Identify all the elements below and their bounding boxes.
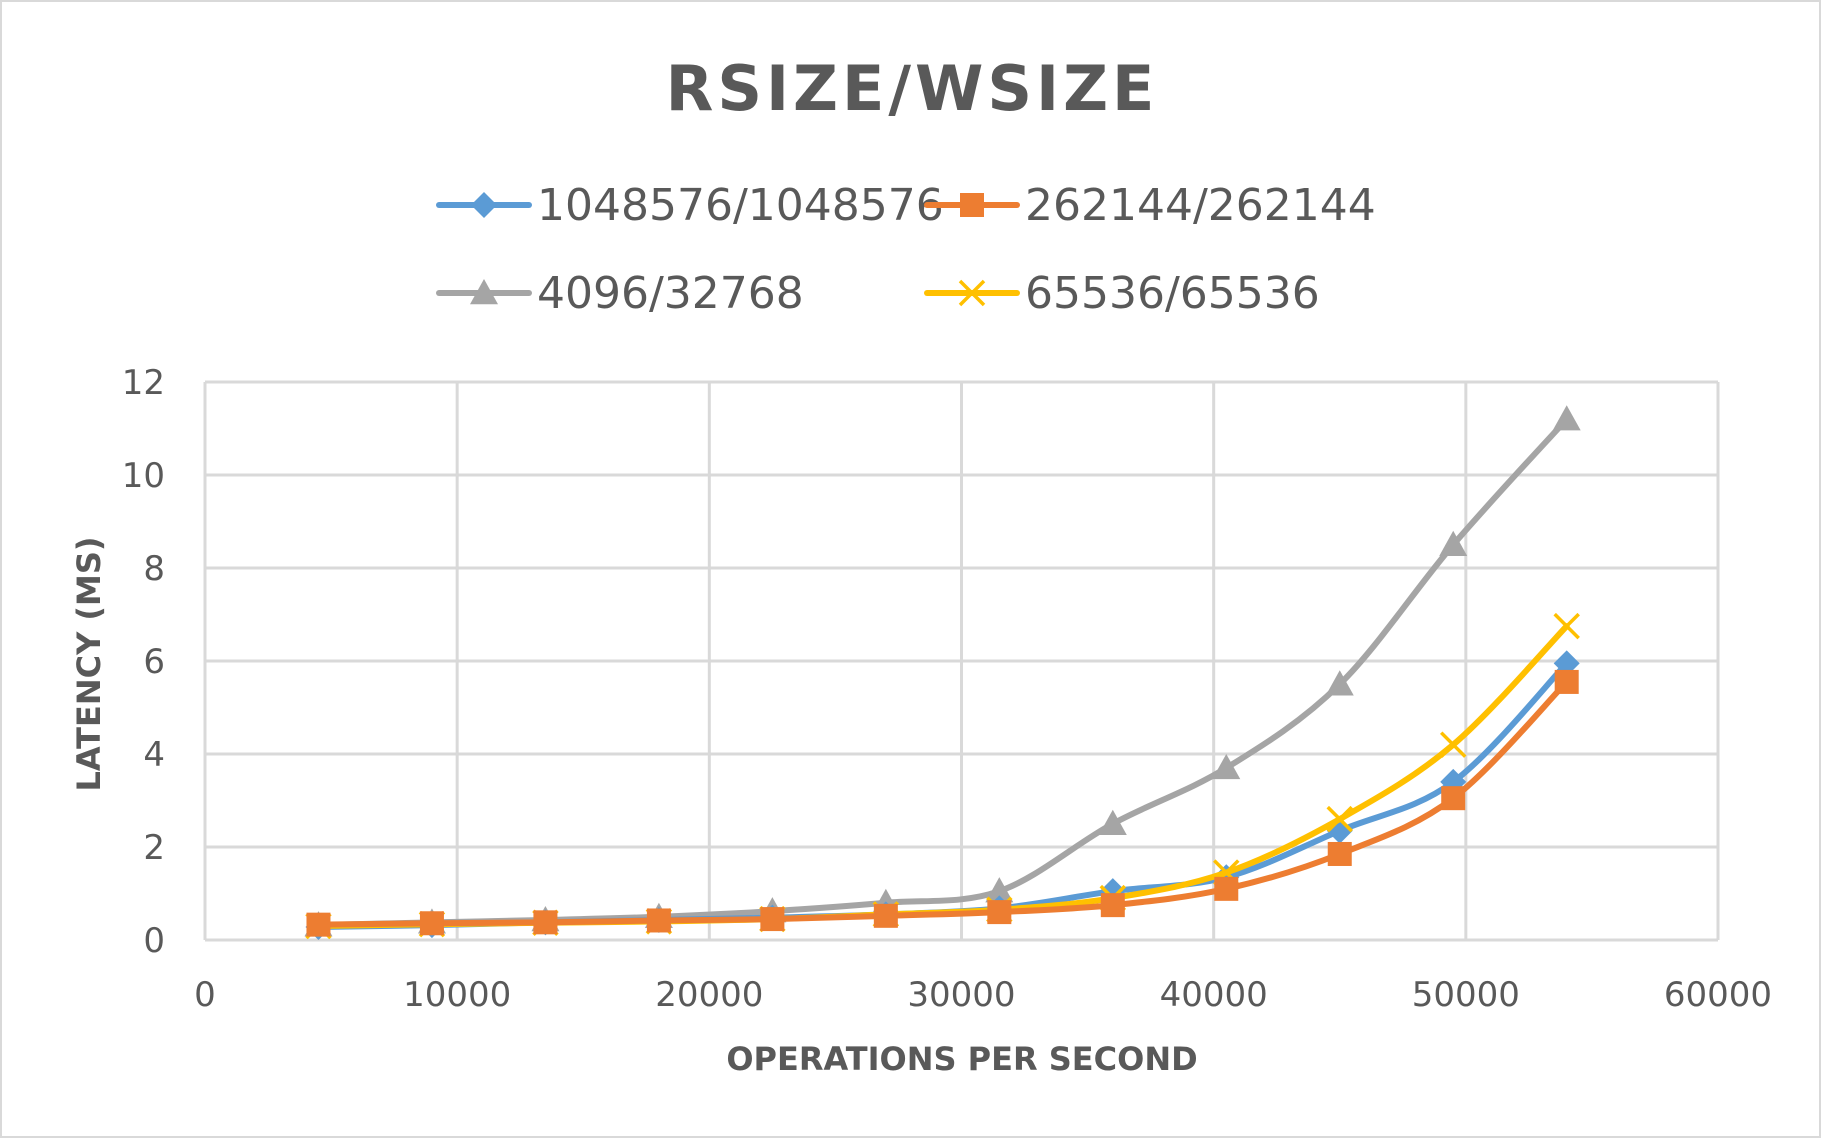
y-tick-label: 6: [143, 642, 165, 682]
x-axis-tick-labels: 0 10000 20000 30000 40000 50000 60000: [194, 975, 1772, 1015]
data-point: [419, 911, 444, 936]
y-tick-label: 12: [122, 363, 165, 403]
data-point: [1214, 876, 1239, 901]
y-axis-tick-labels: 0 2 4 6 8 10 12: [122, 363, 165, 961]
y-tick-label: 2: [143, 828, 165, 868]
legend-marker: [470, 279, 498, 305]
data-point: [1439, 731, 1467, 758]
series-0: [305, 650, 1580, 940]
series-3: [305, 612, 1580, 940]
x-tick-label: 30000: [907, 975, 1015, 1015]
series-line: [315, 623, 1570, 930]
x-tick-label: 20000: [655, 975, 763, 1015]
legend-marker: [960, 193, 984, 217]
gridlines: [203, 380, 1720, 942]
data-point: [1098, 809, 1127, 835]
data-point: [1212, 753, 1241, 780]
legend-item: 262144/262144: [924, 180, 1376, 231]
series-layer: [304, 405, 1581, 940]
data-point: [1327, 841, 1352, 866]
chart-legend: 1048576/1048576 262144/262144 4096/32768 65…: [436, 180, 1376, 319]
series-line: [315, 678, 1570, 928]
data-point: [1552, 405, 1581, 431]
legend-item: 65536/65536: [924, 268, 1320, 319]
data-point: [646, 908, 671, 933]
data-point: [1441, 786, 1466, 811]
x-tick-label: 40000: [1160, 975, 1268, 1015]
chart-title: RSIZE/WSIZE: [666, 52, 1159, 125]
legend-label: 262144/262144: [1025, 180, 1376, 231]
legend-label: 4096/32768: [537, 268, 804, 319]
y-tick-label: 8: [143, 549, 165, 589]
data-point: [533, 910, 558, 935]
legend-marker: [958, 279, 986, 307]
x-tick-label: 50000: [1412, 975, 1520, 1015]
data-point: [1553, 650, 1580, 677]
y-tick-label: 10: [122, 456, 165, 496]
data-point: [873, 903, 898, 928]
data-point: [306, 912, 331, 937]
x-tick-label: 60000: [1664, 975, 1772, 1015]
data-point: [1553, 612, 1580, 640]
legend-marker: [471, 192, 497, 218]
legend-label: 65536/65536: [1025, 268, 1320, 319]
y-tick-label: 4: [143, 735, 165, 775]
y-axis-title: LATENCY (MS): [70, 536, 108, 791]
data-point: [985, 877, 1014, 903]
data-point: [1325, 670, 1354, 696]
x-tick-label: 10000: [403, 975, 511, 1015]
series-line: [315, 416, 1570, 929]
x-tick-label: 0: [194, 975, 216, 1015]
series-2: [304, 405, 1581, 937]
legend-item: 1048576/1048576: [436, 180, 944, 231]
data-point: [1326, 805, 1353, 833]
series-1: [306, 669, 1579, 937]
data-point: [760, 907, 785, 932]
x-axis-title: OPERATIONS PER SECOND: [726, 1040, 1197, 1078]
legend-label: 1048576/1048576: [537, 180, 944, 231]
data-point: [1439, 530, 1468, 556]
data-point: [987, 900, 1012, 925]
data-point: [1100, 893, 1125, 918]
legend-item: 4096/32768: [436, 268, 804, 319]
data-point: [1554, 669, 1579, 694]
y-tick-label: 0: [143, 921, 165, 961]
